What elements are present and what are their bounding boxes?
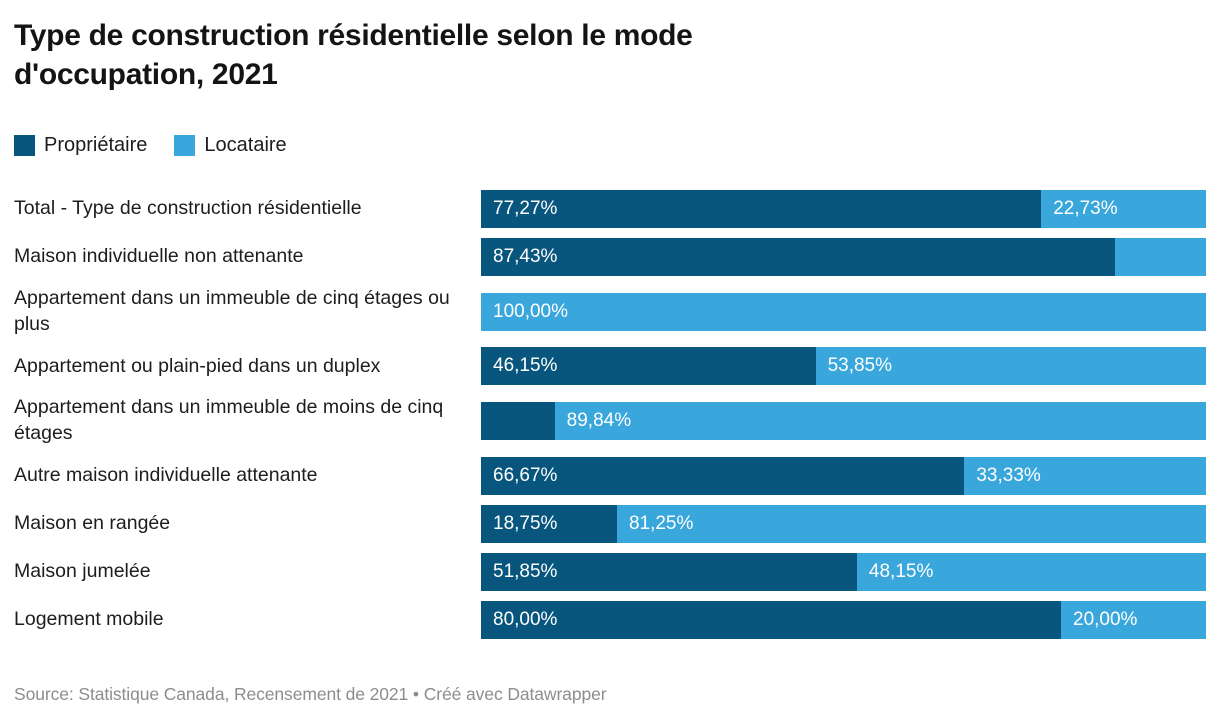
row-category-label: Autre maison individuelle attenante [14, 464, 318, 487]
datawrapper-attribution-link[interactable]: Créé avec Datawrapper [423, 683, 607, 704]
legend-label-locataire: Locataire [204, 134, 287, 156]
bar-segment-locataire: 20,00% [1061, 600, 1206, 639]
bar-track: 66,67% 33,33% [481, 456, 1206, 495]
chart-row: Total - Type de construction résidentiel… [14, 190, 1206, 228]
bar-segment-proprietaire: 87,43% [481, 238, 1115, 276]
row-category-label: Maison en rangée [14, 512, 171, 535]
chart-row: Appartement dans un immeuble de cinq éta… [14, 286, 1206, 337]
source-text: Source: Statistique Canada, Recensement … [14, 683, 409, 704]
bar-segment-locataire [1114, 238, 1206, 276]
bar-segment-locataire: 22,73% [1041, 190, 1206, 228]
bar-segment-locataire: 53,85% [815, 347, 1206, 386]
bar-track: 51,85% 48,15% [481, 552, 1206, 591]
bar-segment-proprietaire: 66,67% [481, 456, 965, 495]
bar-track: 46,15% 53,85% [481, 347, 1206, 386]
bar-segment-locataire: 100,00% [481, 292, 1206, 331]
bar-track: 18,75% 81,25% [481, 504, 1206, 543]
chart-row: Maison individuelle non attenante 87,43% [14, 238, 1206, 276]
bar-value-label: 18,75% [493, 512, 558, 534]
bar-segment-locataire: 33,33% [964, 456, 1206, 495]
bar-value-label: 77,27% [493, 198, 558, 219]
bar-value-label: 20,00% [1073, 608, 1138, 630]
page-title: Type de construction résidentielle selon… [14, 16, 1206, 94]
chart-row: Appartement dans un immeuble de moins de… [14, 395, 1206, 446]
row-category-label: Maison jumelée [14, 560, 151, 583]
legend-item-locataire: Locataire [174, 134, 287, 157]
bar-value-label: 66,67% [493, 464, 558, 486]
legend: Propriétaire Locataire [14, 134, 1206, 157]
bar-track: 77,27% 22,73% [481, 190, 1206, 228]
row-category-label: Appartement dans un immeuble de moins de… [14, 396, 444, 445]
bar-track: 80,00% 20,00% [481, 600, 1206, 639]
bar-segment-locataire: 48,15% [856, 552, 1206, 591]
bar-value-label: 51,85% [493, 560, 558, 582]
bar-value-label: 33,33% [976, 464, 1041, 486]
bar-segment-proprietaire: 77,27% [481, 190, 1042, 228]
bar-value-label: 87,43% [493, 246, 558, 267]
row-category-label: Logement mobile [14, 608, 164, 631]
footer-separator: • [408, 683, 424, 704]
stacked-bar-chart: Total - Type de construction résidentiel… [14, 190, 1206, 639]
bar-segment-proprietaire [481, 402, 555, 441]
bar-segment-proprietaire: 51,85% [481, 552, 857, 591]
page-title-line1: Type de construction résidentielle selon… [14, 19, 693, 52]
bar-track: 89,84% [481, 402, 1206, 441]
legend-item-proprietaire: Propriétaire [14, 134, 147, 157]
bar-segment-proprietaire: 18,75% [481, 504, 617, 543]
bar-segment-locataire: 81,25% [616, 504, 1206, 543]
page-title-line2: d'occupation, 2021 [14, 58, 278, 91]
bar-value-label: 46,15% [493, 355, 558, 377]
bar-track: 100,00% [481, 292, 1206, 331]
chart-row: Autre maison individuelle attenante 66,6… [14, 456, 1206, 495]
bar-value-label: 22,73% [1053, 198, 1118, 219]
legend-swatch-proprietaire-icon [14, 135, 35, 156]
bar-value-label: 48,15% [868, 560, 934, 582]
chart-row: Maison jumelée 51,85% 48,15% [14, 552, 1206, 591]
bar-value-label: 81,25% [628, 512, 694, 534]
bar-value-label: 53,85% [827, 355, 893, 377]
row-category-label: Appartement ou plain-pied dans un duplex [14, 354, 381, 377]
bar-segment-proprietaire: 46,15% [481, 347, 816, 386]
row-category-label: Total - Type de construction résidentiel… [14, 197, 362, 220]
bar-value-label: 100,00% [493, 300, 569, 322]
row-category-label: Maison individuelle non attenante [14, 245, 304, 268]
footer-source: Source: Statistique Canada, Recensement … [14, 684, 1206, 705]
bar-value-label: 80,00% [493, 608, 558, 630]
row-category-label: Appartement dans un immeuble de cinq éta… [14, 287, 450, 335]
chart-row: Logement mobile 80,00% 20,00% [14, 600, 1206, 639]
bar-track: 87,43% [481, 238, 1206, 276]
chart-row: Maison en rangée 18,75% 81,25% [14, 504, 1206, 543]
bar-value-label: 89,84% [566, 410, 632, 432]
bar-segment-proprietaire: 80,00% [481, 600, 1061, 639]
legend-label-proprietaire: Propriétaire [44, 134, 148, 156]
bar-segment-locataire: 89,84% [554, 402, 1206, 441]
legend-swatch-locataire-icon [174, 135, 196, 156]
chart-row: Appartement ou plain-pied dans un duplex… [14, 347, 1206, 386]
